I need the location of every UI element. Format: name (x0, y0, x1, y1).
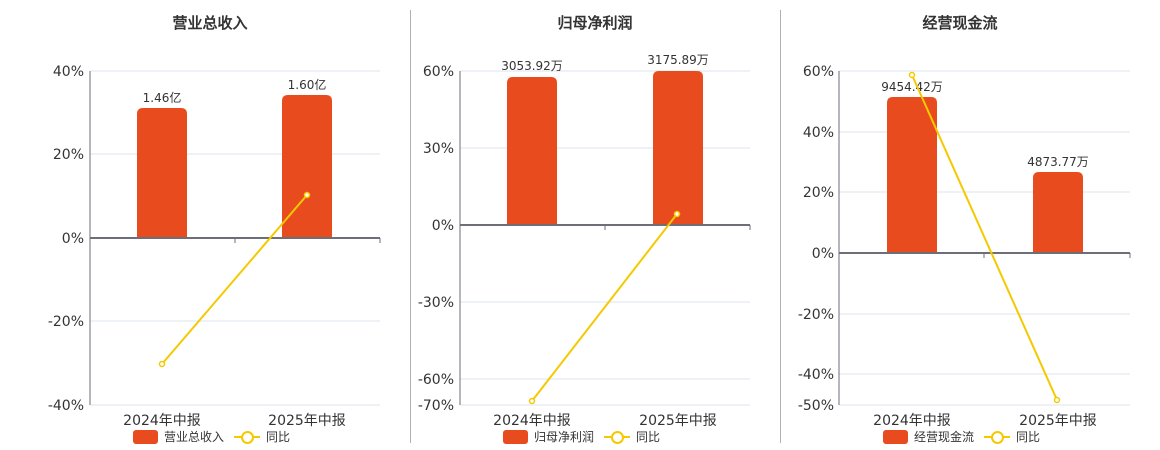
yoy-line (531, 213, 678, 402)
chart-panel-revenue: 营业总收入 40% 20% 0% -20% -40% 1.46亿 1.60亿 (0, 0, 410, 450)
bar-2024[interactable] (887, 97, 937, 253)
x-tick: 2024年中报 (873, 413, 951, 429)
bar-2024[interactable] (137, 108, 187, 238)
yoy-point[interactable] (528, 397, 536, 405)
yoy-line (161, 194, 308, 365)
chart-plot-area: 60% 40% 20% 0% -20% -40% -50% 9454.42万 4… (798, 64, 1131, 429)
chart-title: 营业总收入 (172, 14, 248, 32)
bar-value-label: 1.60亿 (288, 77, 327, 92)
y-tick: 0% (812, 246, 834, 262)
chart-plot-area: 40% 20% 0% -20% -40% 1.46亿 1.60亿 2024年中报… (48, 64, 381, 429)
legend: 营业总收入 同比 (133, 428, 290, 445)
panel-divider (410, 10, 411, 443)
yoy-line (911, 74, 1058, 401)
x-tick: 2025年中报 (639, 413, 717, 429)
chart-plot-area: 60% 30% 0% -30% -60% -70% 3053.92万 3175.… (418, 53, 751, 429)
bar-value-label: 9454.42万 (881, 80, 943, 94)
x-tick: 2025年中报 (1019, 413, 1097, 429)
legend-bar-label[interactable]: 归母净利润 (534, 430, 595, 444)
x-tick: 2024年中报 (493, 413, 571, 429)
chart-panel-net-profit: 归母净利润 60% 30% 0% -30% -60% -70% 3053.92万… (410, 0, 780, 450)
bar-2025[interactable] (282, 95, 332, 238)
y-tick: -70% (418, 398, 454, 414)
y-tick: -40% (798, 367, 834, 383)
y-tick: 40% (53, 64, 84, 80)
yoy-point[interactable] (673, 210, 681, 218)
y-tick: 0% (432, 218, 454, 234)
y-tick: -30% (418, 295, 454, 311)
bar-value-label: 3175.89万 (647, 53, 709, 67)
chart-title: 经营现金流 (922, 14, 998, 32)
legend-bar-label[interactable]: 营业总收入 (164, 430, 225, 444)
bar-legend-swatch-icon[interactable] (503, 429, 528, 444)
y-tick: 0% (62, 231, 84, 247)
panel-divider (780, 10, 781, 443)
y-tick: 30% (423, 141, 454, 157)
legend-line-label[interactable]: 同比 (1016, 430, 1041, 444)
y-tick: 60% (423, 64, 454, 80)
bar-2025[interactable] (653, 71, 703, 225)
chart-panel-operating-cash-flow: 经营现金流 60% 40% 20% 0% -20% -40% -50% 9454… (780, 0, 1160, 450)
yoy-point[interactable] (1053, 396, 1061, 404)
y-tick: 20% (803, 185, 834, 201)
y-tick: -20% (48, 314, 84, 330)
bar-value-label: 3053.92万 (501, 59, 563, 73)
y-tick: 20% (53, 147, 84, 163)
line-legend-icon[interactable] (604, 430, 631, 444)
legend-line-label[interactable]: 同比 (266, 430, 291, 444)
bar-2024[interactable] (507, 77, 557, 225)
x-tick: 2025年中报 (268, 413, 346, 429)
legend-line-label[interactable]: 同比 (636, 430, 661, 444)
x-tick: 2024年中报 (123, 413, 201, 429)
chart-title: 归母净利润 (557, 14, 633, 32)
yoy-point[interactable] (303, 191, 311, 199)
yoy-point[interactable] (908, 71, 916, 79)
y-tick: -20% (798, 307, 834, 323)
bar-value-label: 1.46亿 (143, 90, 182, 105)
legend: 经营现金流 同比 (883, 428, 1040, 445)
y-tick: 60% (803, 64, 834, 80)
y-tick: -40% (48, 398, 84, 414)
yoy-point[interactable] (158, 360, 166, 368)
y-tick: -50% (798, 398, 834, 414)
bar-2025[interactable] (1033, 172, 1083, 253)
bar-legend-swatch-icon[interactable] (133, 429, 158, 444)
line-legend-icon[interactable] (984, 430, 1011, 444)
legend: 归母净利润 同比 (503, 428, 660, 445)
legend-bar-label[interactable]: 经营现金流 (914, 430, 975, 444)
y-tick: 40% (803, 125, 834, 141)
line-legend-icon[interactable] (234, 430, 261, 444)
bar-legend-swatch-icon[interactable] (883, 429, 908, 444)
bar-value-label: 4873.77万 (1027, 155, 1089, 169)
y-tick: -60% (418, 372, 454, 388)
